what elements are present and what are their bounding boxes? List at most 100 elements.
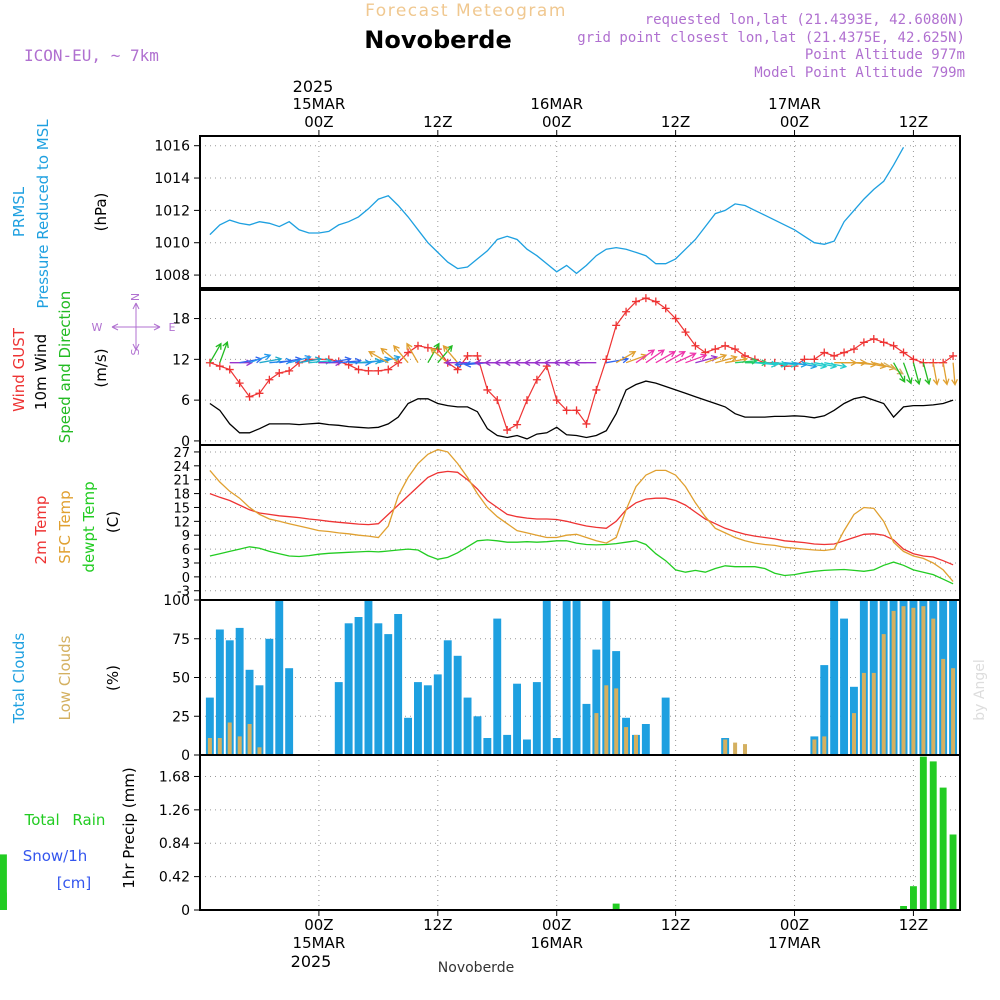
gust-marker (205, 358, 214, 367)
model-label: ICON-EU, ~ 7km (24, 46, 159, 65)
location-title: Novoberde (364, 26, 511, 54)
rain-bar (900, 906, 907, 910)
total-cloud-bar (245, 669, 254, 756)
gust-marker (384, 365, 393, 374)
wind-direction-arrow (442, 344, 459, 364)
low-cloud-bar (743, 744, 747, 755)
gust-marker (463, 351, 472, 360)
gust-marker (423, 343, 432, 352)
low-cloud-bar (634, 734, 638, 755)
total-cloud-bar (820, 665, 829, 755)
total-cloud-bar (602, 600, 611, 755)
total-cloud-bar (830, 600, 839, 755)
gust-marker (849, 345, 858, 354)
gust-marker (840, 348, 849, 357)
footer-location: Novoberde (438, 960, 514, 976)
total-cloud-bar (344, 623, 353, 756)
total-cloud-bar (334, 682, 343, 755)
time-label-top: 12Z (661, 113, 690, 131)
wind-direction-arrow (378, 354, 401, 364)
wind-direction-arrow (380, 347, 399, 364)
total-cloud-bar (542, 600, 551, 755)
low-cloud-bar (723, 739, 728, 755)
wind-direction-arrow (893, 362, 906, 383)
y-tick-label: 0.42 (159, 870, 190, 886)
top-year: 2025 (293, 77, 334, 96)
pressure-line (209, 146, 905, 275)
total-cloud-bar (661, 697, 670, 755)
y-tick-label: 1008 (154, 268, 190, 284)
wind-direction-arrow (572, 359, 597, 367)
y-tick-label: 1012 (154, 203, 190, 219)
low-cloud-bar (861, 672, 866, 755)
total-cloud-bar (483, 738, 492, 755)
y-tick-label: 6 (182, 543, 190, 558)
panel-frame (199, 135, 961, 289)
gust-marker (869, 334, 878, 343)
wind-direction-arrow (249, 353, 272, 364)
date-label-top: 17MAR (768, 95, 821, 113)
gust-line (209, 297, 954, 431)
rain-bar (612, 903, 620, 910)
rain-bar (910, 886, 917, 910)
gust-marker (285, 366, 294, 375)
low-cloud-bar (614, 688, 619, 755)
rain-bar (0, 892, 7, 910)
low-cloud-bar (257, 747, 262, 756)
time-label-bottom: 00Z (780, 916, 809, 934)
y-tick-label: 3 (182, 557, 190, 572)
wind-direction-arrow (219, 340, 229, 363)
date-label-top: 15MAR (293, 95, 346, 113)
total-cloud-bar (394, 614, 403, 755)
y-tick-label: 9 (182, 529, 190, 544)
gust-marker (503, 426, 512, 435)
total-cloud-bar (235, 627, 244, 755)
credit-watermark: by Angel (972, 659, 988, 720)
time-label-bottom: 12Z (423, 916, 452, 934)
gust-marker (255, 389, 264, 398)
gust-marker (602, 355, 611, 364)
gust-marker (354, 365, 363, 374)
total-cloud-bar (364, 600, 373, 755)
y-tick-label: 75 (172, 632, 190, 648)
gust-marker (265, 375, 274, 384)
wind-direction-arrow (444, 359, 468, 367)
gust-marker (681, 328, 690, 337)
gust-marker (483, 385, 492, 394)
total-cloud-bar (205, 697, 214, 755)
total-cloud-bar (225, 640, 234, 755)
y-tick-label: 12 (172, 352, 190, 368)
product-title: Forecast Meteogram (365, 1, 567, 21)
low-cloud-bar (237, 736, 242, 755)
gust-marker (859, 338, 868, 347)
snow-label: Snow/1h (23, 847, 88, 865)
total-cloud-bar (493, 618, 502, 755)
gust-marker (641, 294, 650, 303)
gust-marker (225, 365, 234, 374)
panel-frame (199, 289, 961, 446)
wind-direction-arrow (912, 362, 922, 386)
y-tick-label: 21 (173, 474, 190, 489)
gust-marker (404, 348, 413, 357)
rain-bar (919, 756, 927, 910)
rain-bar (929, 761, 937, 910)
wind-direction-arrow (665, 351, 686, 364)
wind-direction-arrow (863, 362, 887, 370)
total-cloud-bar (641, 724, 650, 755)
gust-marker (364, 366, 373, 375)
gust-marker (651, 297, 660, 306)
total-cloud-bar (840, 618, 848, 755)
low-cloud-bar (247, 724, 252, 755)
temp-sfc-label: SFC Temp (56, 490, 74, 563)
wind-direction-arrow (635, 349, 656, 364)
gust-marker (513, 420, 522, 429)
wind-direction-arrow (883, 362, 904, 375)
y-tick-label: 24 (173, 460, 190, 475)
wind-direction-arrow (685, 353, 708, 364)
y-tick-label: 25 (172, 709, 190, 725)
wind-direction-arrow (615, 351, 637, 364)
gust-marker (394, 358, 403, 367)
gust-marker (800, 355, 809, 364)
date-label-bottom: 17MAR (768, 934, 821, 952)
wind-direction-arrow (754, 360, 779, 368)
